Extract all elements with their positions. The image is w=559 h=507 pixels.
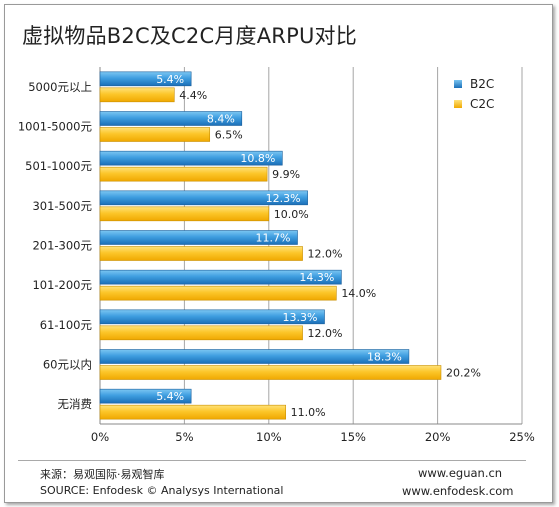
url-eguan: www.eguan.cn bbox=[418, 466, 503, 480]
chart-legend: B2C C2C bbox=[454, 74, 494, 114]
bar-c2c bbox=[99, 206, 270, 222]
legend-label-c2c: C2C bbox=[470, 97, 495, 111]
source-cn: 来源：易观国际·易观智库 bbox=[40, 468, 165, 481]
data-label-b2c: 10.8% bbox=[240, 152, 275, 165]
chart-title: 虚拟物品B2C及C2C月度ARPU对比 bbox=[22, 24, 357, 48]
bar-c2c bbox=[99, 365, 442, 380]
data-label-c2c: 12.0% bbox=[308, 327, 343, 340]
legend-item-b2c: B2C bbox=[454, 74, 494, 94]
bar-b2c bbox=[99, 349, 410, 364]
legend-swatch-c2c bbox=[454, 100, 462, 108]
bar-c2c bbox=[99, 166, 268, 182]
data-label-b2c: 5.4% bbox=[156, 390, 184, 403]
x-tick-label: 10% bbox=[256, 430, 282, 444]
x-tick-label: 0% bbox=[91, 430, 109, 444]
url-enfodesk: www.enfodesk.com bbox=[402, 484, 514, 498]
x-tick-label: 5% bbox=[175, 430, 193, 444]
bar-c2c bbox=[99, 127, 211, 142]
legend-label-b2c: B2C bbox=[470, 77, 495, 91]
category-label: 201-300元 bbox=[32, 239, 92, 253]
data-label-c2c: 20.2% bbox=[446, 367, 481, 380]
category-label: 无消费 bbox=[58, 397, 93, 411]
bar-c2c bbox=[99, 246, 303, 261]
data-label-c2c: 6.5% bbox=[215, 129, 243, 142]
data-label-c2c: 4.4% bbox=[179, 89, 207, 102]
legend-swatch-b2c bbox=[454, 80, 462, 88]
bar-c2c bbox=[99, 404, 286, 420]
data-label-b2c: 8.4% bbox=[207, 113, 235, 126]
data-label-c2c: 9.9% bbox=[272, 168, 300, 181]
category-label: 501-1000元 bbox=[25, 159, 92, 173]
source-en: SOURCE: Enfodesk © Analysys Internationa… bbox=[40, 484, 284, 497]
bar-b2c bbox=[99, 309, 325, 325]
data-label-b2c: 5.4% bbox=[156, 73, 184, 86]
data-label-c2c: 14.0% bbox=[341, 287, 376, 300]
x-tick-label: 15% bbox=[340, 430, 366, 444]
bar-c2c bbox=[99, 87, 175, 103]
bar-b2c bbox=[99, 150, 283, 166]
bar-b2c bbox=[99, 269, 342, 285]
category-label: 101-200元 bbox=[32, 278, 92, 292]
category-label: 301-500元 bbox=[32, 199, 92, 213]
category-label: 1001-5000元 bbox=[18, 120, 93, 134]
category-label: 61-100元 bbox=[40, 318, 93, 332]
bar-b2c bbox=[99, 388, 192, 404]
data-label-b2c: 11.7% bbox=[256, 232, 291, 245]
legend-item-c2c: C2C bbox=[454, 94, 494, 114]
data-label-c2c: 11.0% bbox=[291, 406, 326, 419]
data-label-c2c: 10.0% bbox=[274, 208, 309, 221]
bar-b2c bbox=[99, 111, 243, 126]
bar-c2c bbox=[99, 325, 303, 341]
data-label-b2c: 14.3% bbox=[299, 271, 334, 284]
bar-c2c bbox=[99, 285, 337, 301]
bar-b2c bbox=[99, 71, 192, 87]
x-tick-label: 25% bbox=[509, 430, 535, 444]
data-label-b2c: 12.3% bbox=[266, 192, 301, 205]
data-label-b2c: 18.3% bbox=[367, 351, 402, 364]
data-label-b2c: 13.3% bbox=[283, 311, 318, 324]
category-label: 5000元以上 bbox=[28, 80, 92, 94]
data-label-c2c: 12.0% bbox=[308, 248, 343, 261]
footer-divider bbox=[18, 460, 526, 461]
category-label: 60元以内 bbox=[43, 358, 92, 372]
bar-b2c bbox=[99, 190, 308, 206]
x-tick-label: 20% bbox=[425, 430, 451, 444]
bar-b2c bbox=[99, 230, 298, 245]
